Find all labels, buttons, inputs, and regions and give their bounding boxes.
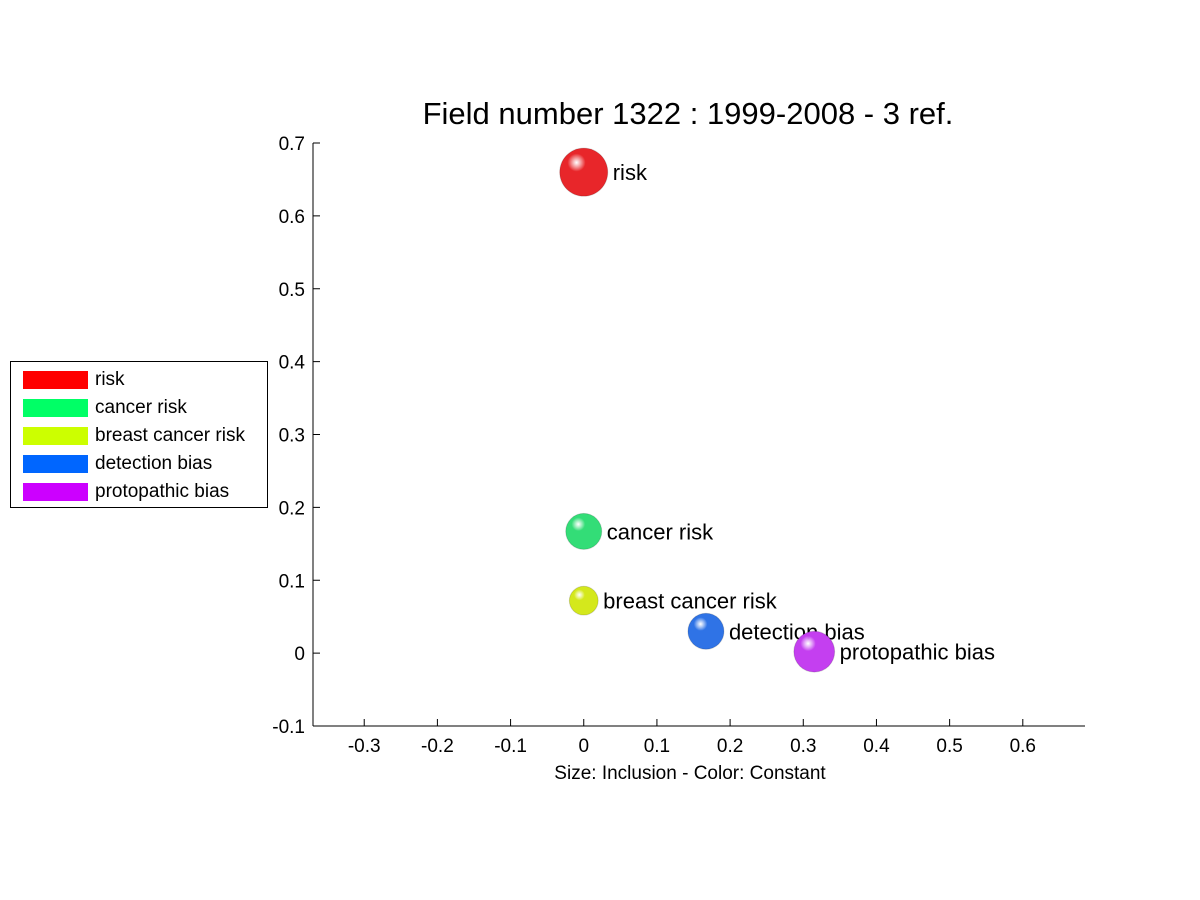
data-point: [559, 148, 608, 197]
y-tick-label: -0.1: [272, 717, 305, 738]
legend-item: cancer risk: [23, 398, 263, 418]
data-point: [687, 613, 724, 650]
x-tick-label: 0.4: [863, 736, 890, 757]
y-tick-label: 0.4: [279, 353, 306, 374]
legend-swatch: [23, 399, 88, 417]
legend-label: risk: [95, 369, 125, 390]
point-label: cancer risk: [607, 519, 714, 544]
data-point: [569, 586, 599, 616]
legend-item: detection bias: [23, 454, 263, 474]
legend-item: protopathic bias: [23, 482, 263, 502]
data-point: [793, 631, 835, 673]
data-point: [565, 513, 602, 550]
legend-label: detection bias: [95, 453, 213, 474]
y-tick-label: 0.7: [279, 134, 305, 155]
y-tick-label: 0: [294, 644, 305, 665]
x-tick-label: 0.3: [790, 736, 816, 757]
legend-swatch: [23, 427, 88, 445]
legend-swatch: [23, 455, 88, 473]
legend-label: cancer risk: [95, 397, 187, 418]
chart-title: Field number 1322 : 1999-2008 - 3 ref.: [423, 96, 954, 131]
axes: -0.3 -0.2 -0.1 0 0.1 0.2 0.3 0.4 0.5 0.6 -0.1 0 0.1 0…: [272, 134, 1085, 757]
legend-item: breast cancer risk: [23, 426, 263, 446]
x-tick-label: 0.2: [717, 736, 743, 757]
y-tick-label: 0.5: [279, 280, 305, 301]
x-tick-label: 0.6: [1010, 736, 1036, 757]
x-tick-label: -0.2: [421, 736, 454, 757]
point-label: risk: [613, 160, 648, 185]
y-tick-label: 0.3: [279, 426, 305, 447]
point-label: detection bias: [729, 619, 865, 644]
x-tick-label: -0.3: [348, 736, 381, 757]
legend-label: protopathic bias: [95, 481, 230, 502]
point-label: breast cancer risk: [603, 589, 778, 614]
x-tick-label: -0.1: [494, 736, 527, 757]
legend: risk cancer risk breast cancer risk detecti…: [10, 361, 268, 508]
data-points: risk cancer risk breast cancer risk detecti…: [559, 147, 995, 673]
x-tick-label: 0.5: [936, 736, 962, 757]
point-label: protopathic bias: [840, 640, 995, 665]
y-tick-label: 0.2: [279, 498, 305, 519]
x-tick-label: 0: [578, 736, 589, 757]
legend-swatch: [23, 483, 88, 501]
legend-label: breast cancer risk: [95, 425, 245, 446]
x-tick-label: 0.1: [644, 736, 670, 757]
legend-swatch: [23, 371, 88, 389]
legend-item: risk: [23, 370, 263, 390]
y-tick-label: 0.1: [279, 571, 305, 592]
y-tick-label: 0.6: [279, 207, 305, 228]
x-axis-label: Size: Inclusion - Color: Constant: [554, 763, 826, 784]
